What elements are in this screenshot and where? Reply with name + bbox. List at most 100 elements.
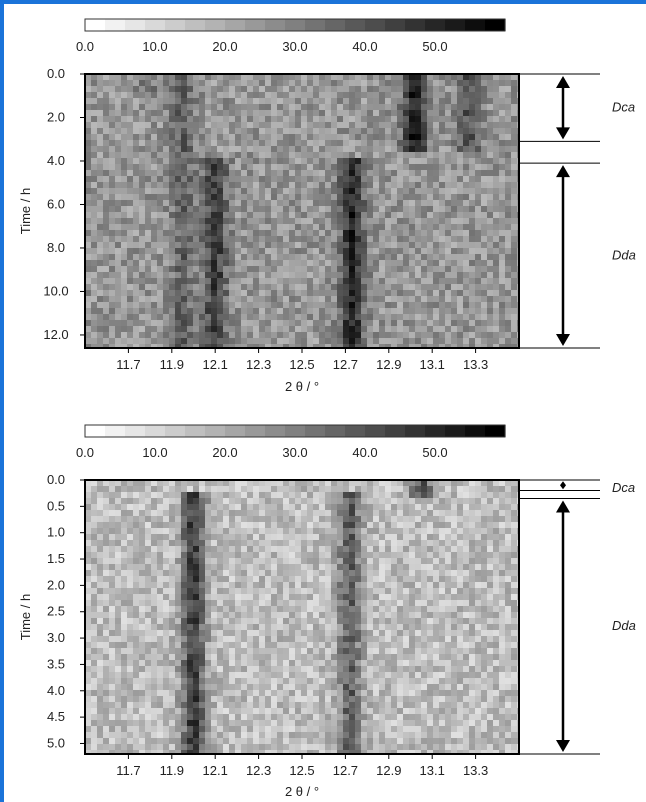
heatmap-cell [181, 338, 187, 344]
heatmap-cell [97, 266, 103, 272]
colorbar-step [185, 19, 206, 31]
heatmap-cell [157, 146, 163, 152]
heatmap-cell [133, 236, 139, 242]
heatmap-cell [343, 194, 349, 200]
heatmap-cell [319, 230, 325, 236]
heatmap-cell [331, 534, 337, 540]
heatmap-cell [487, 158, 493, 164]
heatmap-cell [361, 116, 367, 122]
heatmap-cell [499, 272, 505, 278]
heatmap-cell [97, 338, 103, 344]
heatmap-cell [151, 260, 157, 266]
heatmap-cell [295, 80, 301, 86]
heatmap-cell [343, 98, 349, 104]
heatmap-cell [307, 296, 313, 302]
heatmap-cell [337, 588, 343, 594]
heatmap-cell [199, 176, 205, 182]
heatmap-cell [439, 284, 445, 290]
heatmap-cell [241, 528, 247, 534]
heatmap-cell [403, 492, 409, 498]
heatmap-cell [223, 588, 229, 594]
heatmap-cell [469, 332, 475, 338]
heatmap-cell [457, 278, 463, 284]
heatmap-cell [367, 134, 373, 140]
heatmap-cell [499, 594, 505, 600]
heatmap-cell [295, 600, 301, 606]
heatmap-cell [193, 314, 199, 320]
heatmap-cell [151, 528, 157, 534]
heatmap-cell [223, 122, 229, 128]
heatmap-cell [283, 290, 289, 296]
heatmap-cell [247, 152, 253, 158]
heatmap-cell [277, 480, 283, 486]
heatmap-cell [397, 254, 403, 260]
heatmap-cell [457, 110, 463, 116]
y-tick-label: 6.0 [47, 197, 65, 212]
heatmap-cell [187, 582, 193, 588]
heatmap-cell [421, 236, 427, 242]
heatmap-cell [127, 498, 133, 504]
heatmap-cell [463, 86, 469, 92]
heatmap-cell [223, 498, 229, 504]
heatmap-cell [205, 546, 211, 552]
heatmap-cell [433, 236, 439, 242]
heatmap-cell [211, 80, 217, 86]
heatmap-cell [241, 314, 247, 320]
heatmap-cell [259, 74, 265, 80]
heatmap-cell [157, 194, 163, 200]
heatmap-cell [277, 594, 283, 600]
heatmap-cell [283, 158, 289, 164]
heatmap-cell [343, 254, 349, 260]
heatmap-cell [103, 582, 109, 588]
heatmap-cell [337, 284, 343, 290]
heatmap-cell [115, 504, 121, 510]
heatmap-cell [199, 230, 205, 236]
colorbar-tick-label: 20.0 [212, 445, 237, 460]
heatmap-cell [139, 272, 145, 278]
heatmap-cell [427, 344, 433, 348]
colorbar-step [445, 19, 466, 31]
heatmap-cell [121, 504, 127, 510]
heatmap-cell [487, 600, 493, 606]
heatmap-cell [457, 260, 463, 266]
heatmap-cell [385, 570, 391, 576]
heatmap-cell [85, 594, 91, 600]
heatmap-cell [403, 284, 409, 290]
heatmap-cell [343, 224, 349, 230]
heatmap-cell [445, 194, 451, 200]
heatmap-cell [445, 116, 451, 122]
heatmap-cell [331, 206, 337, 212]
heatmap-cell [121, 134, 127, 140]
heatmap-cell [301, 200, 307, 206]
heatmap-cell [355, 200, 361, 206]
heatmap-cell [193, 504, 199, 510]
heatmap-cell [337, 290, 343, 296]
heatmap-cell [307, 498, 313, 504]
heatmap-cell [319, 158, 325, 164]
heatmap-cell [103, 540, 109, 546]
heatmap-cell [157, 260, 163, 266]
heatmap-cell [325, 290, 331, 296]
heatmap-cell [355, 546, 361, 552]
heatmap-cell [127, 278, 133, 284]
heatmap-cell [343, 492, 349, 498]
heatmap-cell [97, 128, 103, 134]
heatmap-cell [127, 236, 133, 242]
heatmap-cell [343, 552, 349, 558]
heatmap-cell [439, 152, 445, 158]
heatmap-cell [181, 314, 187, 320]
heatmap-cell [397, 552, 403, 558]
heatmap-cell [385, 492, 391, 498]
heatmap-cell [397, 504, 403, 510]
heatmap-cell [511, 128, 517, 134]
heatmap-cell [403, 194, 409, 200]
heatmap-cell [163, 516, 169, 522]
heatmap-cell [331, 170, 337, 176]
heatmap-cell [349, 212, 355, 218]
colorbar-step [205, 425, 226, 437]
heatmap-cell [319, 504, 325, 510]
heatmap-cell [343, 296, 349, 302]
heatmap-cell [343, 576, 349, 582]
x-tick-label: 12.7 [333, 357, 358, 372]
heatmap-cell [457, 510, 463, 516]
